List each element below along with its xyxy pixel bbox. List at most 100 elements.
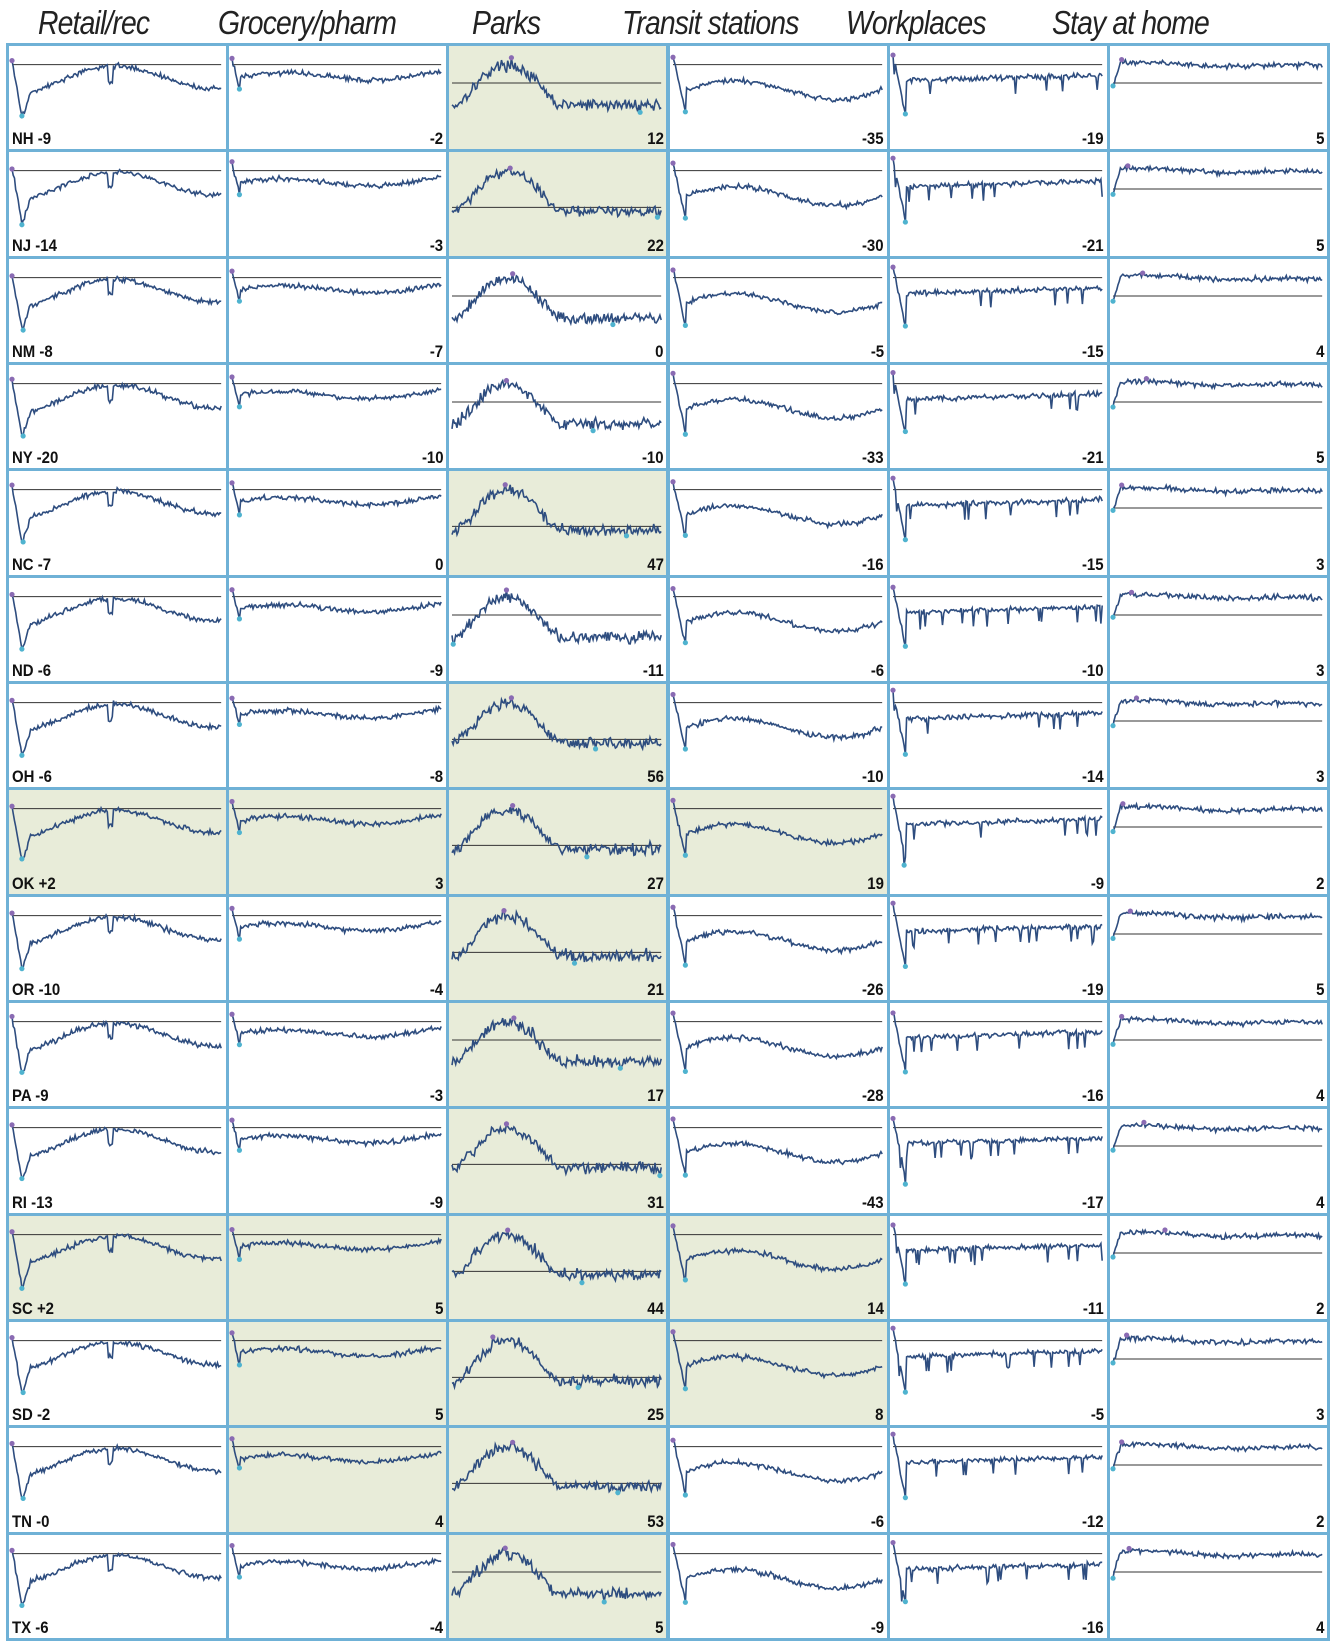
sparkline-chart (669, 904, 882, 968)
sparkline-line (891, 902, 1103, 967)
sparkline-chart (452, 1334, 663, 1391)
min-marker (19, 113, 25, 119)
min-marker (19, 222, 25, 228)
sparkline-cell: OR -10 (9, 896, 227, 1000)
sparkline-chart (890, 1010, 1103, 1075)
min-marker (20, 539, 26, 545)
sparkline-cell: 2 (1109, 790, 1327, 894)
sparkline-line (11, 1337, 222, 1394)
value-label: 31 (646, 1192, 664, 1212)
sparkline-line (11, 168, 222, 226)
value-label: 2 (1315, 873, 1324, 893)
sparkline-cell: 3 (1109, 471, 1327, 575)
sparkline-cell: NH -9 (9, 46, 227, 150)
max-marker (510, 1440, 516, 1446)
value-label: -6 (870, 660, 884, 680)
max-marker (229, 1436, 235, 1442)
value-label: 3 (1315, 660, 1324, 680)
value-label: -19 (1082, 129, 1104, 149)
min-marker (682, 533, 688, 539)
sparkline-chart (451, 695, 663, 752)
min-marker (902, 1281, 908, 1287)
min-marker (575, 1384, 582, 1390)
min-marker (902, 111, 908, 117)
min-marker (902, 751, 908, 757)
sparkline-chart (890, 584, 1103, 649)
sparkline-cell: -9 (889, 790, 1107, 894)
sparkline-chart (9, 166, 222, 228)
value-label: -9 (1090, 873, 1104, 893)
min-marker (590, 428, 597, 434)
sparkline-chart (1110, 1545, 1323, 1581)
sparkline-chart (890, 793, 1103, 869)
sparkline-line (231, 1545, 442, 1577)
sparkline-chart (890, 52, 1103, 117)
sparkline-chart (1110, 589, 1323, 620)
sparkline-line (231, 801, 443, 834)
sparkline-line (891, 55, 1103, 115)
min-marker (902, 428, 908, 435)
max-marker (229, 374, 235, 380)
min-marker (901, 862, 907, 869)
max-marker (669, 1329, 676, 1335)
min-marker (19, 752, 25, 758)
value-label: 56 (646, 767, 664, 787)
min-marker (1110, 508, 1116, 514)
max-marker (9, 1122, 15, 1128)
sparkline-chart (9, 803, 222, 862)
value-label: -26 (862, 979, 884, 999)
sparkline-line (11, 806, 222, 861)
sparkline-chart (669, 479, 883, 539)
max-marker (1118, 1013, 1125, 1020)
sparkline-chart (451, 482, 663, 539)
sparkline-chart (229, 1436, 442, 1472)
sparkline-chart (9, 591, 222, 652)
min-marker (902, 219, 908, 225)
max-marker (890, 687, 896, 693)
sparkline-cell: RI -13 (9, 1109, 227, 1213)
sparkline-cell: -10 (449, 365, 667, 469)
column-header-workplaces: Workplaces (846, 4, 987, 41)
sparkline-chart (1110, 1120, 1323, 1154)
sparkline-chart (669, 1329, 882, 1392)
max-marker (890, 1010, 896, 1016)
sparkline-line (891, 478, 1103, 541)
sparkline-chart (669, 160, 883, 222)
max-marker (502, 482, 509, 488)
column-header-retail: Retail/rec (38, 4, 150, 41)
sparkline-line (671, 1012, 883, 1072)
value-label: -12 (1082, 1511, 1104, 1531)
value-label: 14 (867, 1298, 884, 1318)
sparkline-cell: -10 (669, 684, 887, 788)
sparkline-line (11, 1231, 222, 1291)
value-label: -10 (641, 448, 664, 468)
max-marker (9, 697, 15, 703)
value-label: 3 (1315, 767, 1324, 787)
max-marker (229, 268, 235, 274)
value-label: 44 (646, 1298, 664, 1318)
min-marker (1110, 1575, 1116, 1581)
min-marker (236, 721, 243, 728)
sparkline-chart (451, 165, 663, 221)
sparkline-chart (1110, 1332, 1323, 1366)
sparkline-line (452, 1336, 663, 1391)
value-label: 5 (1315, 235, 1324, 255)
sparkline-line (671, 800, 883, 856)
max-marker (229, 586, 235, 592)
sparkline-chart (9, 57, 222, 119)
sparkline-chart (890, 1222, 1103, 1287)
min-marker (902, 537, 908, 543)
sparkline-chart (669, 1437, 883, 1498)
sparkline-line (1112, 908, 1323, 939)
value-label: 2 (1315, 1298, 1324, 1318)
sparkline-line (891, 1012, 1103, 1073)
max-marker (9, 57, 15, 64)
state-label: SD -2 (12, 1405, 51, 1425)
sparkline-chart (9, 1228, 222, 1291)
sparkline-cell: 17 (449, 1003, 667, 1107)
sparkline-line (451, 57, 662, 114)
sparkline-chart (1110, 163, 1323, 198)
sparkline-cell: 0 (449, 258, 667, 362)
sparkline-line (671, 1119, 883, 1176)
min-marker (902, 1389, 908, 1395)
